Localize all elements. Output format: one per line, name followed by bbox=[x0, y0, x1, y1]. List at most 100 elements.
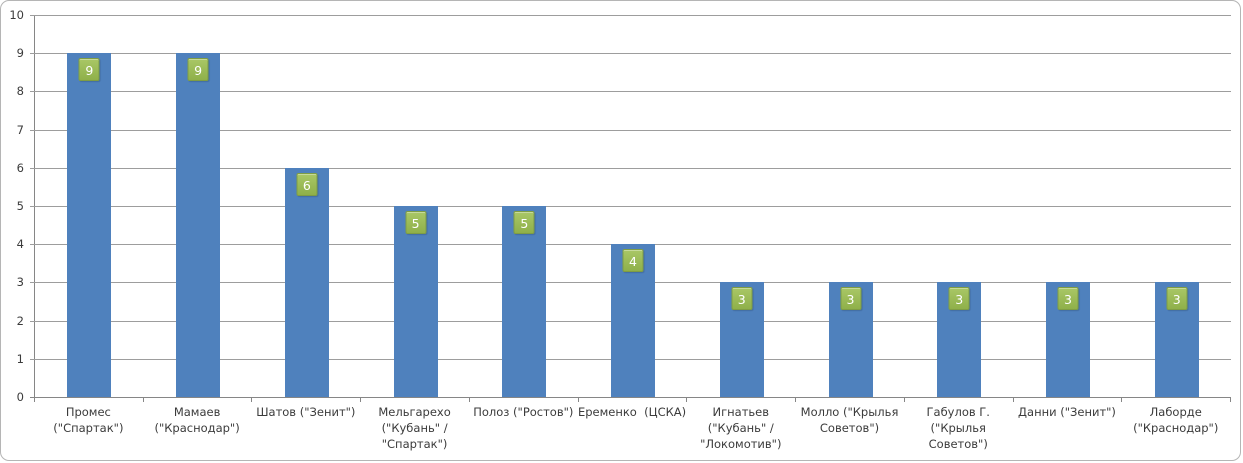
category-label-line: "Локомотив") bbox=[700, 437, 782, 451]
x-tick bbox=[142, 397, 144, 402]
gridline bbox=[30, 91, 1231, 93]
category-label-line: Полоз ("Ростов") bbox=[473, 405, 574, 419]
category-label-line: ("Краснодар") bbox=[1133, 421, 1219, 435]
bar-slot: 3 bbox=[687, 15, 796, 397]
category-label-line: Советов") bbox=[819, 421, 880, 435]
category-label-line: ("Краснодар") bbox=[154, 421, 240, 435]
x-axis-line bbox=[30, 397, 1231, 398]
y-tick-label: 10 bbox=[9, 8, 24, 22]
gridline bbox=[30, 15, 1231, 16]
x-tick bbox=[34, 397, 35, 402]
bar-value-label: 9 bbox=[78, 58, 100, 82]
y-axis-labels: 0 1 2 3 4 5 6 7 8 9 10 bbox=[1, 8, 24, 404]
bar-slot: 3 bbox=[796, 15, 905, 397]
category-label: Промес ("Спартак") bbox=[34, 404, 143, 452]
category-label-line: ("Кубань" / bbox=[381, 421, 448, 435]
x-tick bbox=[360, 397, 362, 402]
category-label: Мельгарехо ("Кубань" / "Спартак") bbox=[360, 404, 469, 452]
x-tick bbox=[1012, 397, 1014, 402]
y-tick-label: 9 bbox=[16, 46, 24, 61]
category-label: Еременко (ЦСКА) bbox=[578, 404, 687, 452]
bar[interactable]: 4 bbox=[611, 244, 656, 397]
bar[interactable]: 3 bbox=[828, 282, 873, 397]
bar-slot: 5 bbox=[470, 15, 579, 397]
category-label-line: Данни ("Зенит") bbox=[1018, 405, 1116, 419]
gridline bbox=[30, 129, 1231, 131]
category-label: Мамаев ("Краснодар") bbox=[143, 404, 252, 452]
category-label-line: ("Спартак") bbox=[53, 421, 124, 435]
y-tick-label: 2 bbox=[16, 313, 24, 328]
category-label: Лаборде ("Краснодар") bbox=[1121, 404, 1230, 452]
bar[interactable]: 3 bbox=[1045, 282, 1090, 397]
gridline bbox=[30, 206, 1231, 207]
bar-value-label: 6 bbox=[296, 172, 318, 196]
bar[interactable]: 5 bbox=[502, 206, 547, 397]
y-tick-label: 8 bbox=[16, 84, 24, 99]
gridline bbox=[30, 167, 1231, 169]
y-tick-label: 3 bbox=[16, 275, 24, 290]
x-tick bbox=[795, 397, 797, 402]
x-tick bbox=[903, 397, 905, 402]
category-label: Молло ("Крылья Советов") bbox=[795, 404, 904, 452]
bar-value-label: 9 bbox=[187, 58, 209, 82]
bar[interactable]: 6 bbox=[284, 167, 329, 397]
bar-slot: 9 bbox=[35, 15, 144, 397]
bar[interactable]: 9 bbox=[67, 53, 112, 397]
y-tick-label: 7 bbox=[16, 122, 24, 137]
bar-value-label: 4 bbox=[622, 249, 644, 273]
category-label-line: Игнатьев bbox=[712, 405, 770, 419]
category-label-line: ("Крылья bbox=[930, 421, 986, 435]
bar-value-label: 3 bbox=[948, 287, 970, 311]
bar[interactable]: 9 bbox=[176, 53, 221, 397]
bar-value-label: 5 bbox=[513, 211, 535, 234]
category-label: Игнатьев ("Кубань" / "Локомотив") bbox=[686, 404, 795, 452]
category-label-line: Габулов Г. bbox=[926, 405, 990, 419]
category-label-line: Молло ("Крылья bbox=[800, 405, 899, 419]
y-tick-label: 6 bbox=[16, 160, 24, 175]
bar-slot: 3 bbox=[1122, 15, 1231, 397]
bar-value-label: 5 bbox=[405, 211, 427, 234]
x-tick bbox=[686, 397, 688, 402]
x-tick bbox=[577, 397, 579, 402]
x-tick bbox=[1121, 397, 1123, 402]
y-tick-label: 0 bbox=[16, 390, 24, 404]
bar-value-label: 3 bbox=[1166, 287, 1188, 311]
bar-slot: 5 bbox=[361, 15, 470, 397]
bar-slot: 3 bbox=[1014, 15, 1123, 397]
x-axis-ticks bbox=[34, 397, 1231, 402]
y-tick-label: 4 bbox=[16, 237, 24, 252]
plot-area: 9 9 6 5 5 4 3 3 3 3 3 bbox=[30, 15, 1231, 398]
category-label-line: Еременко (ЦСКА) bbox=[577, 405, 687, 419]
x-tick bbox=[251, 397, 253, 402]
category-label-line: Советов") bbox=[928, 437, 988, 451]
category-label-line: Промес bbox=[65, 405, 111, 419]
category-label-line: "Спартак") bbox=[381, 437, 448, 451]
x-axis-labels: Промес ("Спартак") Мамаев ("Краснодар") Шато… bbox=[34, 404, 1230, 452]
bar[interactable]: 3 bbox=[937, 282, 982, 397]
category-label-line: Шатов ("Зенит") bbox=[256, 405, 356, 419]
category-label-line: Мельгарехо bbox=[378, 405, 451, 419]
x-tick bbox=[1230, 397, 1231, 402]
category-label-line: ("Кубань" / bbox=[707, 421, 774, 435]
category-label: Шатов ("Зенит") bbox=[251, 404, 360, 452]
category-label-line: Мамаев bbox=[173, 405, 221, 419]
bar-value-label: 3 bbox=[731, 287, 753, 311]
gridline bbox=[30, 53, 1231, 55]
category-label: Данни ("Зенит") bbox=[1013, 404, 1122, 452]
bar-slot: 9 bbox=[144, 15, 253, 397]
category-label: Полоз ("Ростов") bbox=[469, 404, 578, 452]
bar-slot: 3 bbox=[905, 15, 1014, 397]
bar[interactable]: 3 bbox=[719, 282, 764, 397]
bar-slot: 4 bbox=[579, 15, 688, 397]
bars-layer: 9 9 6 5 5 4 3 3 3 3 3 bbox=[35, 15, 1231, 397]
y-tick-label: 1 bbox=[16, 351, 24, 366]
bar-value-label: 3 bbox=[1057, 287, 1079, 311]
bar-value-label: 3 bbox=[840, 287, 861, 311]
x-tick bbox=[468, 397, 470, 402]
bar[interactable]: 5 bbox=[393, 206, 438, 397]
category-label-line: Лаборде bbox=[1149, 405, 1202, 419]
category-label: Габулов Г. ("Крылья Советов") bbox=[904, 404, 1013, 452]
bar[interactable]: 3 bbox=[1154, 282, 1199, 397]
bar-slot: 6 bbox=[252, 15, 361, 397]
